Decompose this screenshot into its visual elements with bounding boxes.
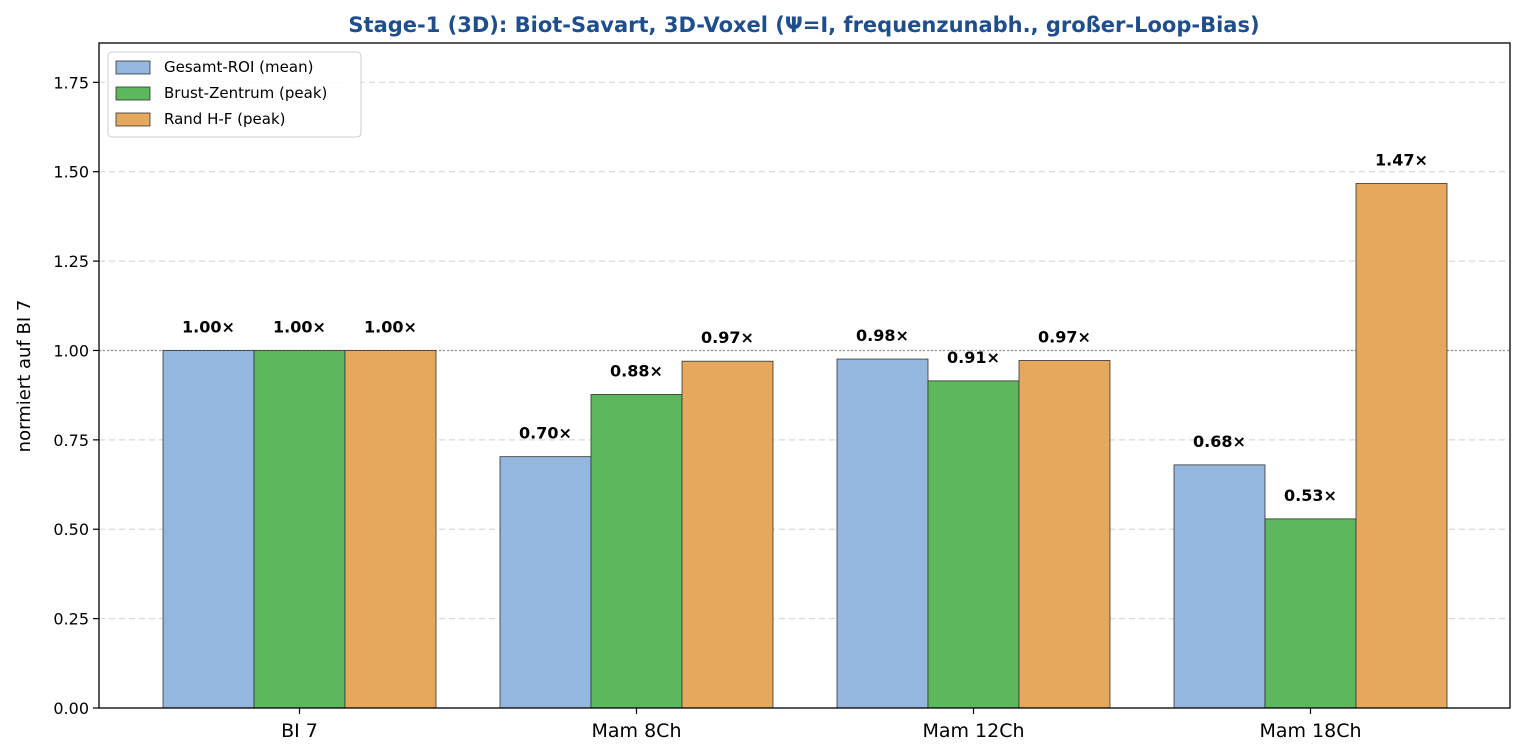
data-label: 0.97× [1038,327,1091,346]
axes: 0.00 0.25 0.50 0.75 1.00 1.25 1.50 1.75 BI 7 Mam … [53,42,1511,742]
bar [1355,183,1448,709]
bar [836,358,929,709]
y-tick-label: 0.00 [53,699,89,718]
data-label: 1.00× [182,317,235,336]
plot-frame [98,42,1511,709]
legend: Gesamt-ROI (mean) Brust-Zentrum (peak) Ran… [107,51,362,138]
y-tick-label: 1.50 [53,163,89,182]
x-tick-label: Mam 12Ch [922,720,1024,742]
bar [1173,464,1266,709]
legend-swatch [115,86,151,101]
legend-label: Gesamt-ROI (mean) [164,58,313,76]
bar [162,350,255,709]
y-tick-label: 0.75 [53,431,89,450]
bar [681,360,774,709]
y-tick-label: 0.25 [53,610,89,629]
bar [344,350,437,709]
data-label: 0.70× [519,424,572,443]
legend-swatch [115,112,151,127]
x-tick-label: BI 7 [281,720,318,742]
bar [499,456,592,709]
bar [590,394,683,709]
data-label: 0.53× [1284,486,1337,505]
bars-group [162,183,1448,709]
x-tick-label: Mam 18Ch [1259,720,1361,742]
y-tick-label: 1.75 [53,73,89,92]
data-label: 1.47× [1375,151,1428,170]
y-tick-label: 0.50 [53,520,89,539]
data-labels: 1.00× 1.00× 1.00× 0.70× 0.88× 0.97× 0.98× 0.91×… [182,151,1428,505]
x-tick-label: Mam 8Ch [592,720,682,742]
data-label: 0.97× [701,328,754,347]
bar [1264,518,1357,709]
data-label: 0.88× [610,361,663,380]
data-label: 1.00× [364,317,417,336]
data-label: 0.91× [947,348,1000,367]
bar [1018,360,1111,709]
legend-label: Rand H-F (peak) [164,110,286,128]
bar [927,380,1020,709]
bar [253,350,346,709]
y-axis-label: normiert auf BI 7 [14,300,35,453]
legend-box [107,51,362,138]
data-label: 0.98× [856,326,909,345]
legend-swatch [115,60,151,75]
y-tick-label: 1.00 [53,341,89,360]
legend-label: Brust-Zentrum (peak) [164,84,327,102]
chart-title: Stage-1 (3D): Biot-Savart, 3D-Voxel (Ψ=I… [348,13,1259,37]
y-tick-label: 1.25 [53,252,89,271]
data-label: 1.00× [273,317,326,336]
data-label: 0.68× [1193,432,1246,451]
